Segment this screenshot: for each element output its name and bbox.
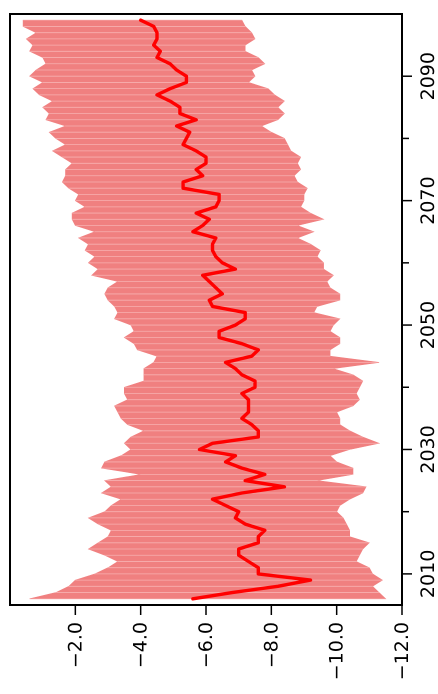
x-tick-label: 2090 — [417, 52, 438, 100]
y-tick-label: −2.0 — [64, 622, 86, 668]
x-tick-label: 2010 — [417, 550, 438, 598]
y-tick-label: −6.0 — [195, 622, 217, 668]
y-tick-label: −10.0 — [326, 622, 348, 680]
mean-line — [138, 18, 313, 601]
plot-frame — [9, 13, 403, 606]
x-tick-label: 2070 — [417, 176, 438, 224]
y-tick-label: −12.0 — [391, 622, 413, 680]
y-tick-label: −4.0 — [130, 622, 152, 668]
y-tick-label: −8.0 — [260, 622, 282, 668]
x-tick-label: 2030 — [417, 425, 438, 473]
axes: 2010 2030 2050 2070 2090 −2.0 −4.0 −6.0 −8.0 −10.… — [64, 52, 438, 680]
x-tick-label: 2050 — [417, 301, 438, 349]
